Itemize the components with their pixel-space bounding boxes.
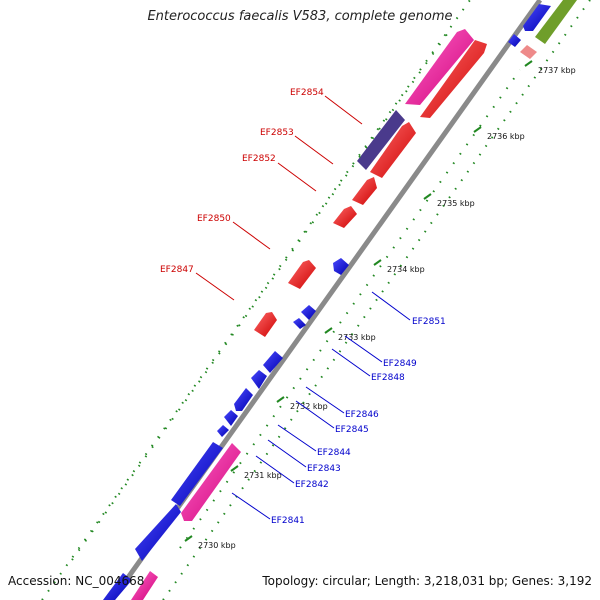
gene-label-ef2852[interactable]: EF2852	[242, 154, 276, 164]
gene-reverse	[171, 442, 223, 506]
scale-tick-label: 2733 kbp	[338, 333, 376, 342]
gene-highlight	[405, 29, 474, 105]
scale-tick-label: 2737 kbp	[538, 66, 576, 75]
gene-label-ef2843[interactable]: EF2843	[307, 464, 341, 474]
gene-label-ef2842[interactable]: EF2842	[295, 480, 329, 490]
scale-tick-mark	[473, 126, 482, 133]
scale-tick-mark	[276, 396, 285, 403]
gene-reverse	[263, 351, 283, 373]
gene-label-ef2853[interactable]: EF2853	[260, 128, 294, 138]
gene-light-pink	[520, 45, 537, 59]
gene-label-ef2846[interactable]: EF2846	[345, 410, 379, 420]
gene-label-ef2847[interactable]: EF2847	[160, 265, 194, 275]
gene-forward	[254, 312, 277, 337]
gene-label-ef2845[interactable]: EF2845	[335, 425, 369, 435]
scale-tick-mark	[324, 327, 333, 334]
blue-gene-labels: EF2851 EF2849 EF2848 EF2846 EF2845 EF284…	[271, 317, 446, 526]
gene-reverse	[333, 258, 349, 275]
red-gene-labels: EF2854 EF2853 EF2852 EF2850 EF2847	[160, 88, 324, 275]
scale-tick-mark	[423, 193, 432, 200]
genome-summary-text: Topology: circular; Length: 3,218,031 bp…	[262, 574, 592, 588]
scale-tick-label: 2732 kbp	[290, 402, 328, 411]
gene-reverse	[251, 370, 267, 389]
gene-purple	[357, 110, 405, 170]
dotted-guide-outer-left	[41, 0, 471, 600]
gene-reverse	[103, 573, 132, 600]
scale-tick-mark	[524, 60, 533, 67]
scale-tick-label: 2731 kbp	[244, 471, 282, 480]
gene-reverse	[301, 305, 316, 320]
gene-highlight-lower	[181, 443, 241, 521]
scale-tick-label: 2736 kbp	[487, 132, 525, 141]
dotted-guide-inner-right	[179, 69, 521, 549]
dotted-guide-outer-right	[162, 0, 591, 600]
gene-label-ef2850[interactable]: EF2850	[197, 214, 231, 224]
scale-tick-label: 2734 kbp	[387, 265, 425, 274]
gene-label-ef2848[interactable]: EF2848	[371, 373, 405, 383]
label-leaders	[195, 95, 411, 520]
gene-forward	[420, 40, 487, 118]
gene-label-ef2841[interactable]: EF2841	[271, 516, 305, 526]
scale-tick-mark	[230, 465, 239, 472]
gene-olive	[535, 0, 577, 44]
accession-text: Accession: NC_004668	[8, 574, 145, 588]
gene-reverse	[293, 318, 306, 329]
dotted-guide-inner-left	[71, 29, 451, 561]
gene-label-ef2844[interactable]: EF2844	[317, 448, 351, 458]
gene-reverse	[508, 34, 521, 47]
scale-tick-label: 2735 kbp	[437, 199, 475, 208]
scale-tick-label: 2730 kbp	[198, 541, 236, 550]
scale-ticks: 2730 kbp 2731 kbp 2732 kbp 2733 kbp 2734 kbp…	[184, 60, 576, 550]
gene-label-ef2849[interactable]: EF2849	[383, 359, 417, 369]
scale-tick-mark	[373, 259, 382, 266]
gene-label-ef2854[interactable]: EF2854	[290, 88, 324, 98]
gene-forward	[370, 122, 416, 178]
forward-strand-genes	[131, 0, 577, 600]
gene-reverse	[523, 4, 551, 31]
page-title: Enterococcus faecalis V583, complete gen…	[147, 9, 453, 24]
reverse-strand-genes	[103, 4, 551, 600]
gene-reverse	[135, 504, 181, 561]
gene-forward	[333, 206, 357, 228]
gene-reverse	[234, 388, 253, 411]
gene-highlight-bottom	[131, 571, 158, 600]
gene-reverse	[217, 425, 229, 437]
gene-forward	[352, 177, 377, 205]
scale-tick-mark	[184, 535, 193, 542]
gene-label-ef2851[interactable]: EF2851	[412, 317, 446, 327]
gene-forward	[288, 260, 316, 289]
gene-reverse	[224, 410, 238, 426]
